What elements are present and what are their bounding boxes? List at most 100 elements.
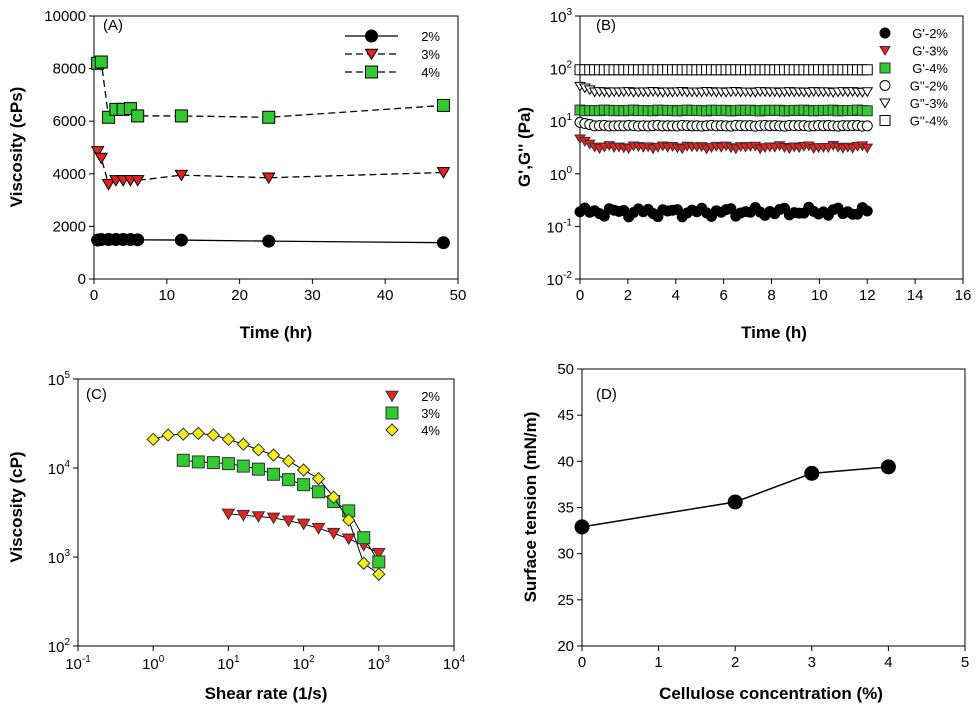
- panel-a-data-point: [174, 169, 189, 182]
- panel-b-xtick-label: 0: [576, 287, 584, 304]
- panel-b-legend-label: G'-2%: [912, 26, 948, 41]
- panel-c-legend-marker: [385, 406, 399, 420]
- panel-b-data-point: [861, 105, 873, 117]
- panel-d-xtick-label: 5: [961, 654, 969, 671]
- panel-d-label: (D): [596, 386, 617, 403]
- panel-b-ytick-label: 10-2: [546, 270, 572, 289]
- panel-b-legend-marker: [879, 27, 891, 39]
- panel-c-ylabel: Viscosity (cP): [7, 451, 26, 562]
- panel-c-frame: [77, 378, 455, 647]
- panel-c-data-point: [296, 463, 311, 477]
- panel-a-data-point: [130, 175, 145, 187]
- panel-c: (C) Shear rate (1/s) Viscosity (cP) 10-1…: [7, 370, 466, 703]
- panel-c-data-point: [191, 455, 205, 469]
- panel-d-xtick-label: 1: [654, 654, 662, 671]
- panel-b-xtick-label: 6: [719, 287, 727, 304]
- panel-c-data-point: [191, 426, 206, 441]
- panel-b-ytick-label: 102: [550, 60, 573, 79]
- panel-a-data-point: [90, 146, 105, 158]
- panel-a-data-point: [94, 152, 109, 165]
- panel-c-data-point: [176, 453, 190, 467]
- panel-a-data-point: [262, 234, 276, 248]
- panel-c-data-point: [221, 457, 235, 471]
- panel-a-legend-label: 4%: [421, 65, 440, 80]
- panel-a-series-line: [97, 61, 444, 119]
- panel-c-data-point: [281, 515, 296, 528]
- panel-c-ytick-label: 105: [48, 370, 71, 389]
- panel-b-xtick-label: 14: [907, 287, 924, 304]
- panel-b-xtick-label: 10: [811, 287, 828, 304]
- panel-b-xtick-label: 16: [955, 287, 972, 304]
- panel-a-ytick-label: 2000: [53, 218, 86, 235]
- panel-c-data-point: [251, 511, 266, 523]
- panel-b: (B) Time (h) G',G'' (Pa) 0 2 4 6 8 10 12 14 16 10…: [515, 7, 971, 342]
- panel-a-label: (A): [103, 17, 123, 34]
- panel-a-ytick-label: 6000: [53, 113, 86, 130]
- panel-c-data-point: [341, 533, 356, 546]
- panel-a-data-point: [101, 179, 116, 191]
- panel-c-data-point: [267, 467, 281, 481]
- panel-c-data-point: [342, 513, 356, 527]
- panel-c-data-point: [266, 512, 281, 525]
- panel-a-xlabel: Time (hr): [240, 323, 312, 342]
- panel-d-data-point: [574, 519, 590, 535]
- panel-b-label: (B): [596, 17, 616, 34]
- panel-b-xlabel: Time (h): [741, 323, 807, 342]
- panel-b-legend-marker: [879, 46, 891, 56]
- panel-a-data-point: [94, 55, 108, 69]
- panel-a-data-point: [261, 172, 276, 185]
- panel-c-xtick-label: 100: [142, 654, 165, 673]
- panel-a-data-point: [174, 233, 188, 247]
- panel-c-data-point: [221, 432, 236, 447]
- panel-c-xtick-label: 10-1: [65, 654, 91, 673]
- panel-b-ytick-label: 100: [550, 165, 573, 184]
- panel-b-xtick-label: 4: [672, 287, 680, 304]
- panel-c-data-point: [221, 508, 236, 521]
- panel-b-legend-label: G'-4%: [912, 61, 948, 76]
- panel-d-xtick-label: 3: [808, 654, 816, 671]
- panel-c-data-point: [326, 490, 341, 504]
- panel-b-legend-marker: [879, 98, 891, 109]
- panel-c-xtick-label: 103: [368, 654, 391, 673]
- panel-b-ytick-label: 103: [550, 7, 573, 26]
- panel-b-legend-marker: [879, 80, 891, 91]
- panel-c-data-point: [371, 548, 386, 560]
- panel-a-ytick-label: 0: [78, 271, 86, 288]
- panel-c-legend-label: 2%: [421, 389, 440, 404]
- panel-d-ytick-label: 30: [557, 546, 574, 563]
- panel-c-legend-marker: [385, 390, 399, 403]
- panel-c-data-point: [266, 448, 281, 462]
- panel-c-data-point: [161, 428, 175, 442]
- panel-d-ytick-label: 25: [557, 592, 574, 609]
- panel-b-plot: 0 2 4 6 8 10 12 14 16 10-2 10-1 100 101 102 103 G'-2% G'…: [546, 7, 971, 304]
- panel-d-data-point: [727, 494, 743, 510]
- panel-c-data-point: [176, 427, 190, 441]
- panel-a-data-point: [131, 233, 145, 247]
- panel-d-ylabel: Surface tension (mN/m): [521, 412, 540, 603]
- panel-a-ytick-label: 4000: [53, 166, 86, 183]
- panel-c-data-point: [206, 456, 220, 470]
- panel-a-data-point: [131, 109, 145, 123]
- panel-d-xtick-label: 4: [884, 654, 892, 671]
- panel-b-data-point: [861, 205, 873, 217]
- panel-b-xtick-label: 12: [859, 287, 876, 304]
- panel-b-legend-label: G''-4%: [910, 114, 949, 129]
- panel-c-ytick-label: 104: [48, 459, 71, 478]
- panel-b-legend-marker: [879, 115, 891, 126]
- panel-c-data-point: [296, 518, 311, 531]
- panel-d-ytick-label: 40: [557, 453, 574, 470]
- panel-c-legend-label: 4%: [421, 423, 440, 438]
- panel-a-ytick-label: 8000: [53, 61, 86, 78]
- panel-a-data-point: [174, 109, 188, 123]
- panel-a-xtick-label: 40: [377, 287, 394, 304]
- panel-d-ytick-label: 45: [557, 407, 574, 424]
- panel-a-xtick-label: 0: [90, 287, 98, 304]
- panel-a-xtick-label: 20: [231, 287, 248, 304]
- panel-a-data-point: [262, 110, 276, 124]
- panel-d-ytick-label: 50: [557, 361, 574, 378]
- panel-a-legend-marker: [364, 48, 379, 61]
- panel-c-xlabel: Shear rate (1/s): [205, 684, 328, 703]
- panel-b-legend-label: G'-3%: [912, 44, 948, 59]
